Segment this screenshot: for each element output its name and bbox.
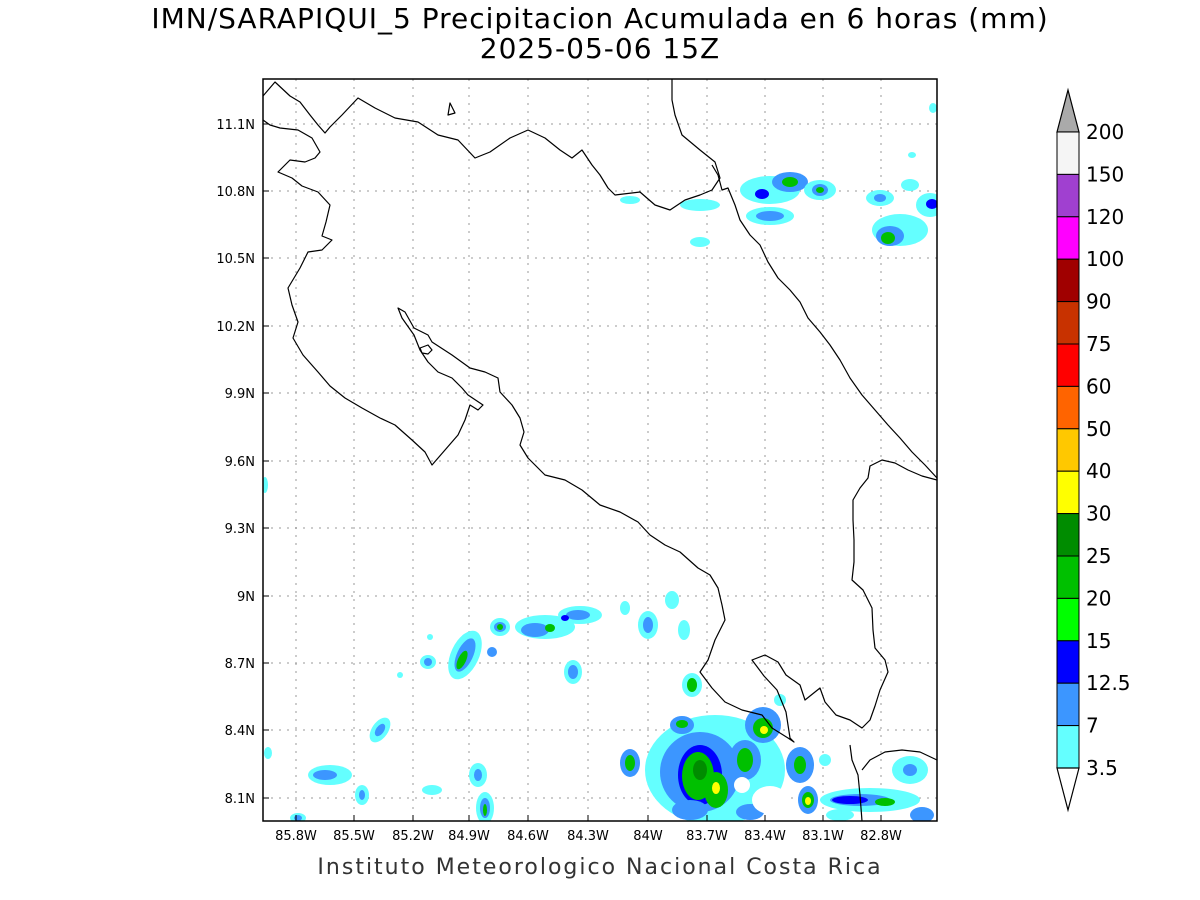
colorbar-label: 150 bbox=[1086, 162, 1124, 186]
plot-frame bbox=[262, 78, 938, 822]
colorbar-swatch bbox=[1056, 258, 1080, 303]
x-tick-label: 84.9W bbox=[448, 829, 490, 844]
colorbar-label: 20 bbox=[1086, 586, 1111, 610]
colorbar-label: 75 bbox=[1086, 332, 1111, 356]
colorbar-swatch bbox=[1056, 216, 1080, 260]
map-gridlines bbox=[263, 79, 937, 821]
x-tick-label: 84.3W bbox=[567, 829, 609, 844]
x-tick-label: 85.2W bbox=[392, 829, 434, 844]
colorbar-cap-bottom bbox=[1056, 767, 1080, 813]
colorbar-label: 100 bbox=[1086, 247, 1124, 271]
colorbar-swatch bbox=[1056, 343, 1080, 387]
precip-cluster-southeast bbox=[620, 673, 934, 821]
x-axis: 85.8W 85.5W 85.2W 84.9W 84.6W 84.3W 84W 83.7W 83… bbox=[275, 815, 902, 844]
y-tick-label: 8.7N bbox=[225, 657, 255, 672]
colorbar-label: 60 bbox=[1086, 374, 1111, 398]
colorbar-swatch bbox=[1056, 555, 1080, 599]
footer-credit: Instituto Meteorologico Nacional Costa R… bbox=[317, 855, 883, 880]
y-tick-label: 9N bbox=[237, 590, 255, 605]
colorbar-swatch bbox=[1056, 470, 1080, 515]
colorbar-label: 200 bbox=[1086, 120, 1124, 144]
colorbar-label: 90 bbox=[1086, 290, 1111, 314]
colorbar-swatch bbox=[1056, 131, 1080, 175]
colorbar-swatch bbox=[1056, 725, 1080, 769]
y-tick-label: 9.3N bbox=[225, 522, 255, 537]
map-timestamp: 2025-05-06 15Z bbox=[479, 32, 721, 65]
x-tick-label: 82.8W bbox=[860, 829, 902, 844]
colorbar-label: 3.5 bbox=[1086, 756, 1118, 780]
y-tick-label: 8.1N bbox=[225, 792, 255, 807]
y-tick-label: 9.9N bbox=[225, 387, 255, 402]
lake-island bbox=[447, 102, 456, 116]
gulf-island bbox=[419, 344, 433, 355]
colorbar-swatch bbox=[1056, 428, 1080, 472]
y-tick-label: 9.6N bbox=[225, 455, 255, 470]
y-axis: 11.1N 10.8N 10.5N 10.2N 9.9N 9.6N 9.3N 9N 8.7N 8.… bbox=[216, 118, 269, 807]
colorbar-cap-top bbox=[1056, 87, 1080, 133]
x-tick-label: 83.7W bbox=[686, 829, 728, 844]
colorbar-swatch bbox=[1056, 597, 1080, 642]
colorbar-label: 7 bbox=[1086, 714, 1099, 738]
y-tick-label: 11.1N bbox=[216, 118, 255, 133]
colorbar-label: 50 bbox=[1086, 417, 1111, 441]
pacific-coast-north bbox=[263, 119, 937, 743]
colorbar-legend: 200 150 120 100 90 75 60 50 40 30 25 20 15 12.5 7 3.5 bbox=[1056, 87, 1131, 813]
y-tick-label: 10.2N bbox=[216, 320, 255, 335]
panama-coast bbox=[861, 749, 937, 771]
colorbar-label: 12.5 bbox=[1086, 671, 1131, 695]
colorbar-label: 40 bbox=[1086, 459, 1111, 483]
x-tick-label: 85.8W bbox=[275, 829, 317, 844]
y-tick-label: 10.8N bbox=[216, 185, 255, 200]
colorbar-label: 15 bbox=[1086, 629, 1111, 653]
y-tick-label: 10.5N bbox=[216, 252, 255, 267]
precip-band-south bbox=[264, 591, 690, 821]
coastlines bbox=[263, 79, 937, 821]
x-tick-label: 83.1W bbox=[802, 829, 844, 844]
colorbar-swatch bbox=[1056, 173, 1080, 218]
colorbar-swatch bbox=[1056, 682, 1080, 727]
precipitation-fields bbox=[263, 103, 937, 821]
colorbar-swatch bbox=[1056, 640, 1080, 684]
colorbar-swatch bbox=[1056, 513, 1080, 557]
x-tick-label: 84W bbox=[633, 829, 663, 844]
nicaragua-border bbox=[263, 79, 721, 211]
x-tick-label: 83.4W bbox=[744, 829, 786, 844]
precip-cluster-ne bbox=[263, 103, 937, 493]
caribbean-coast bbox=[711, 164, 937, 479]
map-title: IMN/SARAPIQUI_5 Precipitacion Acumulada … bbox=[151, 2, 1049, 35]
colorbar-swatch bbox=[1056, 301, 1080, 345]
x-tick-label: 84.6W bbox=[507, 829, 549, 844]
colorbar-label: 30 bbox=[1086, 502, 1111, 526]
x-tick-label: 85.5W bbox=[333, 829, 375, 844]
panama-border bbox=[849, 744, 863, 821]
colorbar-swatch bbox=[1056, 385, 1080, 430]
y-tick-label: 8.4N bbox=[225, 724, 255, 739]
colorbar-label: 25 bbox=[1086, 544, 1111, 568]
colorbar-label: 120 bbox=[1086, 205, 1124, 229]
